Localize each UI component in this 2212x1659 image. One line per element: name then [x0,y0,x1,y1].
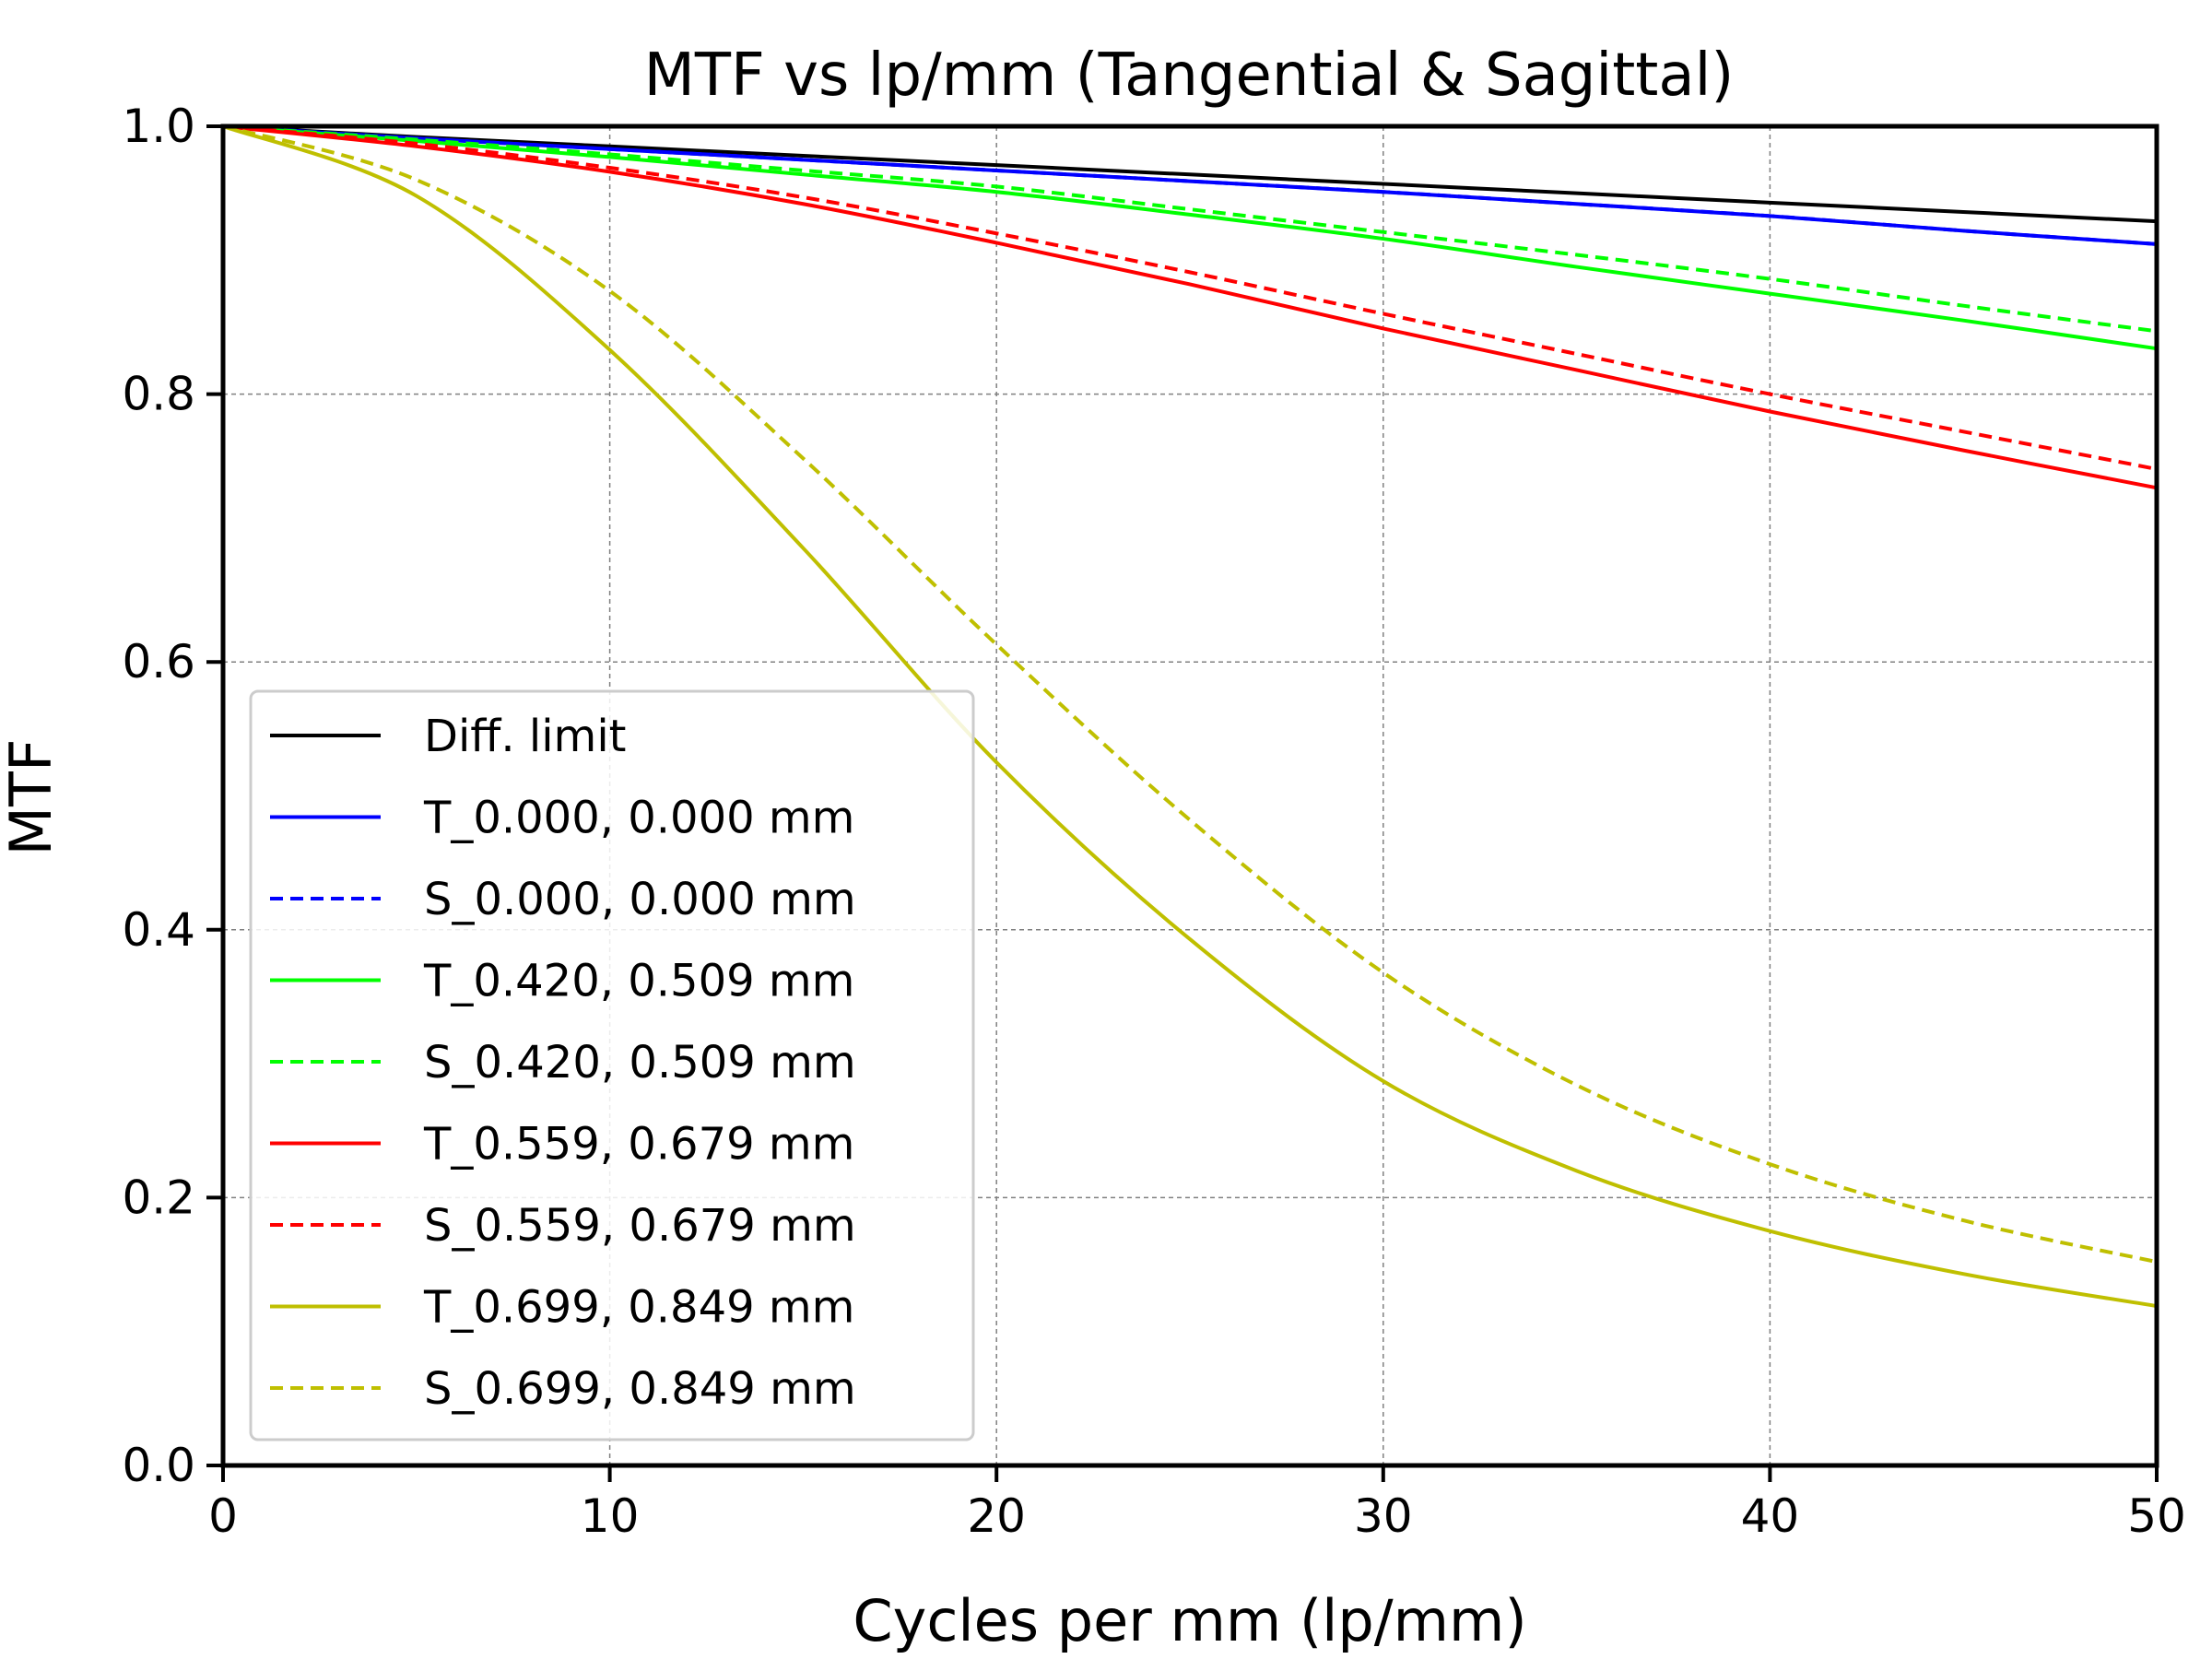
series-line-0 [222,124,2158,224]
series-line-3 [222,124,2158,351]
series-line-6 [222,124,2158,471]
legend-label: S_0.699, 0.849 mm [424,1363,856,1415]
legend-label: S_0.420, 0.509 mm [424,1037,856,1088]
legend-label: Diff. limit [424,711,626,762]
x-tick-label: 40 [1741,1489,1800,1543]
legend-label: S_0.559, 0.679 mm [424,1200,856,1252]
legend-label: T_0.420, 0.509 mm [423,956,854,1007]
x-tick-label: 30 [1354,1489,1413,1543]
series-line-8 [222,124,2158,1265]
y-tick-label: 0.8 [122,368,195,421]
y-tick-label: 1.0 [122,100,195,153]
legend-label: T_0.699, 0.849 mm [423,1282,854,1334]
legend-label: T_0.559, 0.679 mm [423,1119,854,1171]
y-tick-label: 0.6 [122,635,195,688]
legend-box [249,689,975,1441]
legend: Diff. limit T_0.000, 0.000 mm S_0.000, 0.0… [249,689,975,1441]
series-lines [222,124,2158,1309]
series-line-5 [222,124,2158,490]
y-tick-label: 0.4 [122,903,195,957]
x-tick-label: 50 [2127,1489,2186,1543]
series-line-4 [222,124,2158,334]
x-tick-label: 20 [967,1489,1026,1543]
axis-ticks: 0 10 20 30 40 50 0.0 0.2 0.4 0.6 0.8 1.0 [122,100,2185,1543]
plot-frame [220,124,2159,1468]
series-line-2 [222,124,2158,246]
y-tick-label: 0.0 [122,1439,195,1492]
x-tick-label: 10 [581,1489,640,1543]
legend-label: T_0.000, 0.000 mm [423,793,854,844]
chart-title: MTF vs lp/mm (Tangential & Sagittal) [644,41,1735,110]
y-axis-label: MTF [0,738,65,855]
legend-label: S_0.000, 0.000 mm [424,874,856,925]
y-tick-label: 0.2 [122,1171,195,1224]
x-tick-label: 0 [208,1489,238,1543]
series-line-7 [222,124,2158,1309]
x-axis-label: Cycles per mm (lp/mm) [853,1587,1526,1654]
